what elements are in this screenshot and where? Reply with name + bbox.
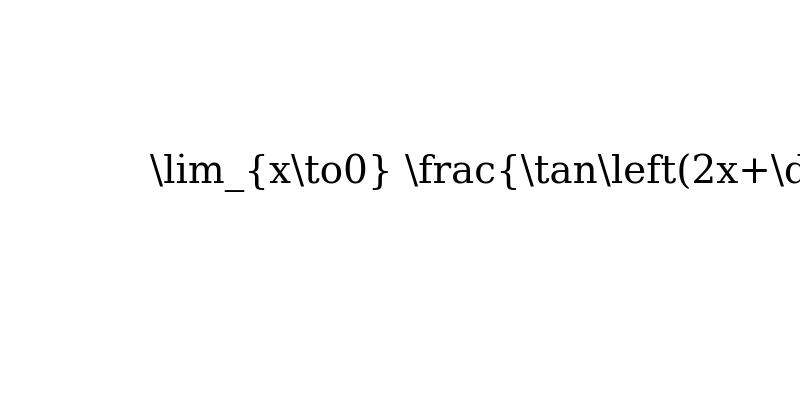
Text: \lim_{x\to0} \frac{\tan\left(2x+\dfrac{\pi}{4}\right)-2\tan\left(x+\dfrac{\pi}{4: \lim_{x\to0} \frac{\tan\left(2x+\dfrac{\…: [150, 153, 800, 192]
